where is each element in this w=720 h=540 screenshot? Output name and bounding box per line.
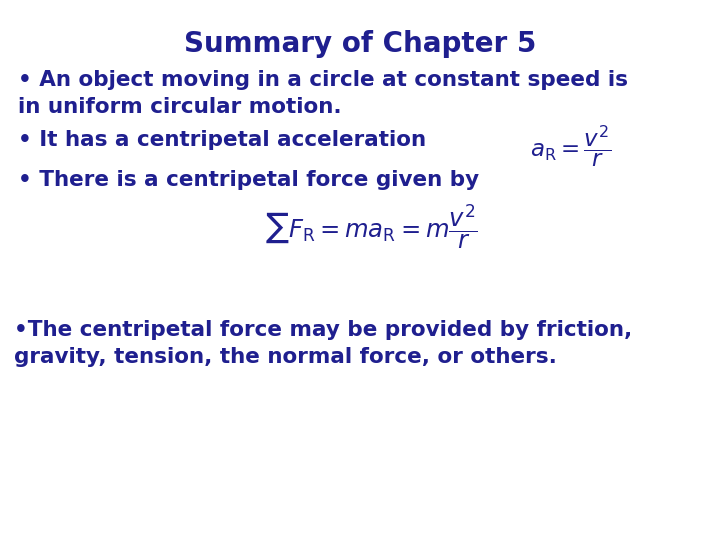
Text: in uniform circular motion.: in uniform circular motion. xyxy=(18,97,341,117)
Text: $\sum F_{\rm R} = ma_{\rm R} = m\dfrac{v^2}{r}$: $\sum F_{\rm R} = ma_{\rm R} = m\dfrac{v… xyxy=(265,202,477,251)
Text: $a_{\rm R} = \dfrac{v^2}{r}$: $a_{\rm R} = \dfrac{v^2}{r}$ xyxy=(530,124,611,170)
Text: Summary of Chapter 5: Summary of Chapter 5 xyxy=(184,30,536,58)
Text: • It has a centripetal acceleration: • It has a centripetal acceleration xyxy=(18,130,426,150)
Text: gravity, tension, the normal force, or others.: gravity, tension, the normal force, or o… xyxy=(14,347,557,367)
Text: •The centripetal force may be provided by friction,: •The centripetal force may be provided b… xyxy=(14,320,632,340)
Text: • There is a centripetal force given by: • There is a centripetal force given by xyxy=(18,170,479,190)
Text: • An object moving in a circle at constant speed is: • An object moving in a circle at consta… xyxy=(18,70,628,90)
